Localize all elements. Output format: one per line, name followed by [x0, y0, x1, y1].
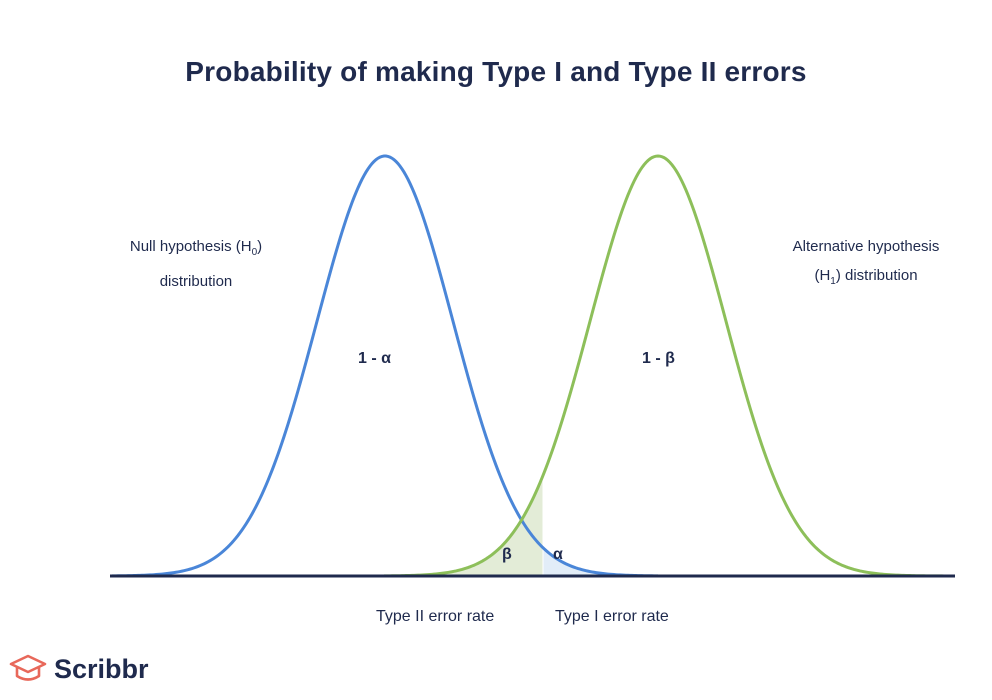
null-hypothesis-label: Null hypothesis (H0) distribution — [129, 238, 263, 290]
logo-wordmark: Scribbr — [54, 653, 149, 684]
beta-label: β — [502, 546, 512, 563]
alpha-label: α — [553, 546, 563, 563]
alpha-region — [543, 547, 658, 576]
type-i-error-rate-label: Type I error rate — [555, 608, 669, 625]
one-minus-beta-label: 1 - β — [642, 350, 675, 367]
scribbr-logo: Scribbr — [8, 652, 149, 686]
page-title: Probability of making Type I and Type II… — [185, 56, 807, 87]
alternative-distribution-curve — [383, 154, 952, 578]
alternative-hypothesis-label: Alternative hypothesis (H1) distribution — [792, 238, 940, 287]
graduation-cap-icon — [9, 654, 47, 681]
beta-region — [384, 475, 543, 576]
type-ii-error-rate-label: Type II error rate — [376, 608, 495, 625]
null-distribution-curve — [111, 154, 659, 578]
one-minus-alpha-label: 1 - α — [358, 350, 391, 367]
